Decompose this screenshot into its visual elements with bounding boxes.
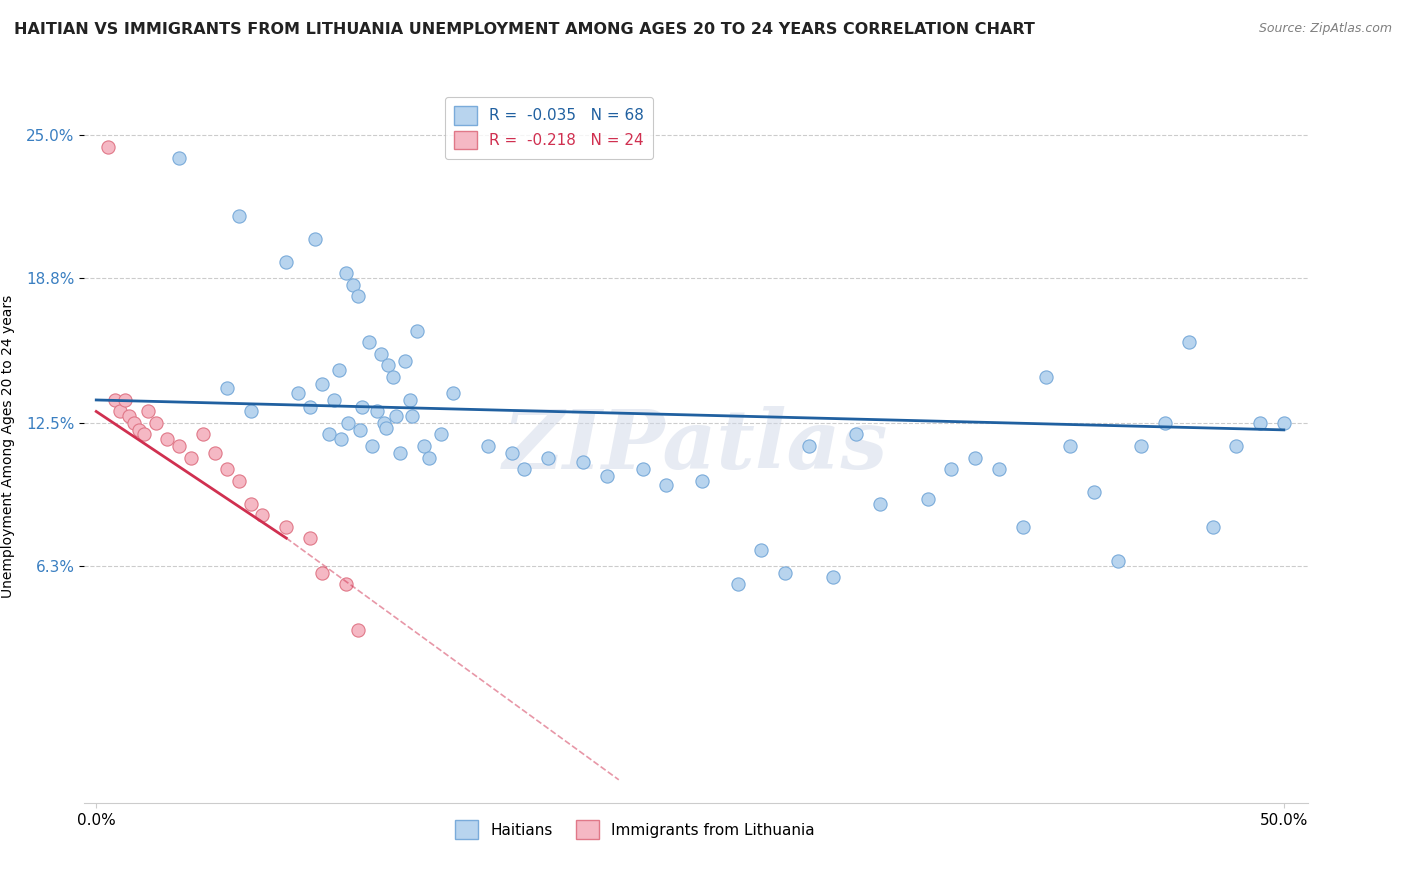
Point — [352, 400, 374, 414]
Point — [342, 277, 364, 292]
Point — [228, 474, 250, 488]
Point — [337, 416, 360, 430]
Point — [366, 404, 388, 418]
Point — [987, 462, 1010, 476]
Point — [413, 439, 436, 453]
Point — [169, 151, 191, 165]
Point — [375, 420, 398, 434]
Text: Source: ZipAtlas.com: Source: ZipAtlas.com — [1258, 22, 1392, 36]
Point — [536, 450, 558, 465]
Point — [132, 427, 155, 442]
Point — [1178, 335, 1201, 350]
Point — [389, 446, 412, 460]
Point — [108, 404, 131, 418]
Point — [118, 409, 141, 423]
Point — [114, 392, 136, 407]
Point — [941, 462, 963, 476]
Text: ZIPatlas: ZIPatlas — [503, 406, 889, 486]
Point — [572, 455, 595, 469]
Point — [349, 423, 371, 437]
Point — [1154, 416, 1177, 430]
Point — [346, 289, 368, 303]
Point — [1059, 439, 1081, 453]
Point — [869, 497, 891, 511]
Point — [382, 370, 405, 384]
Point — [359, 335, 381, 350]
Point — [228, 209, 250, 223]
Point — [596, 469, 619, 483]
Point — [138, 404, 160, 418]
Point — [429, 427, 451, 442]
Point — [773, 566, 796, 580]
Point — [394, 354, 416, 368]
Point — [501, 446, 523, 460]
Point — [631, 462, 654, 476]
Point — [513, 462, 536, 476]
Point — [401, 409, 423, 423]
Point — [377, 359, 399, 373]
Point — [917, 491, 939, 506]
Point — [128, 423, 150, 437]
Point — [1083, 485, 1105, 500]
Point — [239, 404, 262, 418]
Point — [156, 432, 179, 446]
Point — [252, 508, 274, 522]
Point — [276, 519, 298, 533]
Point — [406, 324, 429, 338]
Point — [1225, 439, 1247, 453]
Point — [384, 409, 406, 423]
Point — [1249, 416, 1271, 430]
Point — [335, 266, 357, 280]
Point — [418, 450, 440, 465]
Point — [145, 416, 167, 430]
Point — [690, 474, 713, 488]
Point — [97, 140, 120, 154]
Point — [335, 577, 357, 591]
Point — [1272, 416, 1295, 430]
Point — [276, 255, 298, 269]
Point — [655, 478, 678, 492]
Point — [318, 427, 340, 442]
Point — [311, 566, 333, 580]
Point — [215, 381, 238, 395]
Point — [845, 427, 868, 442]
Point — [1011, 519, 1033, 533]
Point — [298, 531, 321, 545]
Point — [1201, 519, 1223, 533]
Point — [727, 577, 749, 591]
Point — [298, 400, 321, 414]
Y-axis label: Unemployment Among Ages 20 to 24 years: Unemployment Among Ages 20 to 24 years — [1, 294, 15, 598]
Point — [346, 623, 368, 637]
Point — [104, 392, 127, 407]
Point — [749, 542, 772, 557]
Point — [1107, 554, 1129, 568]
Point — [215, 462, 238, 476]
Point — [239, 497, 262, 511]
Point — [311, 376, 333, 391]
Point — [329, 432, 352, 446]
Point — [169, 439, 191, 453]
Point — [963, 450, 986, 465]
Point — [287, 386, 309, 401]
Point — [477, 439, 499, 453]
Legend: Haitians, Immigrants from Lithuania: Haitians, Immigrants from Lithuania — [449, 814, 821, 845]
Point — [441, 386, 464, 401]
Point — [821, 570, 844, 584]
Point — [373, 416, 395, 430]
Point — [180, 450, 202, 465]
Point — [360, 439, 382, 453]
Point — [370, 347, 392, 361]
Point — [1035, 370, 1057, 384]
Point — [1130, 439, 1153, 453]
Point — [304, 232, 326, 246]
Point — [122, 416, 145, 430]
Point — [797, 439, 820, 453]
Point — [191, 427, 214, 442]
Point — [204, 446, 226, 460]
Point — [328, 363, 350, 377]
Text: HAITIAN VS IMMIGRANTS FROM LITHUANIA UNEMPLOYMENT AMONG AGES 20 TO 24 YEARS CORR: HAITIAN VS IMMIGRANTS FROM LITHUANIA UNE… — [14, 22, 1035, 37]
Point — [322, 392, 344, 407]
Point — [398, 392, 420, 407]
